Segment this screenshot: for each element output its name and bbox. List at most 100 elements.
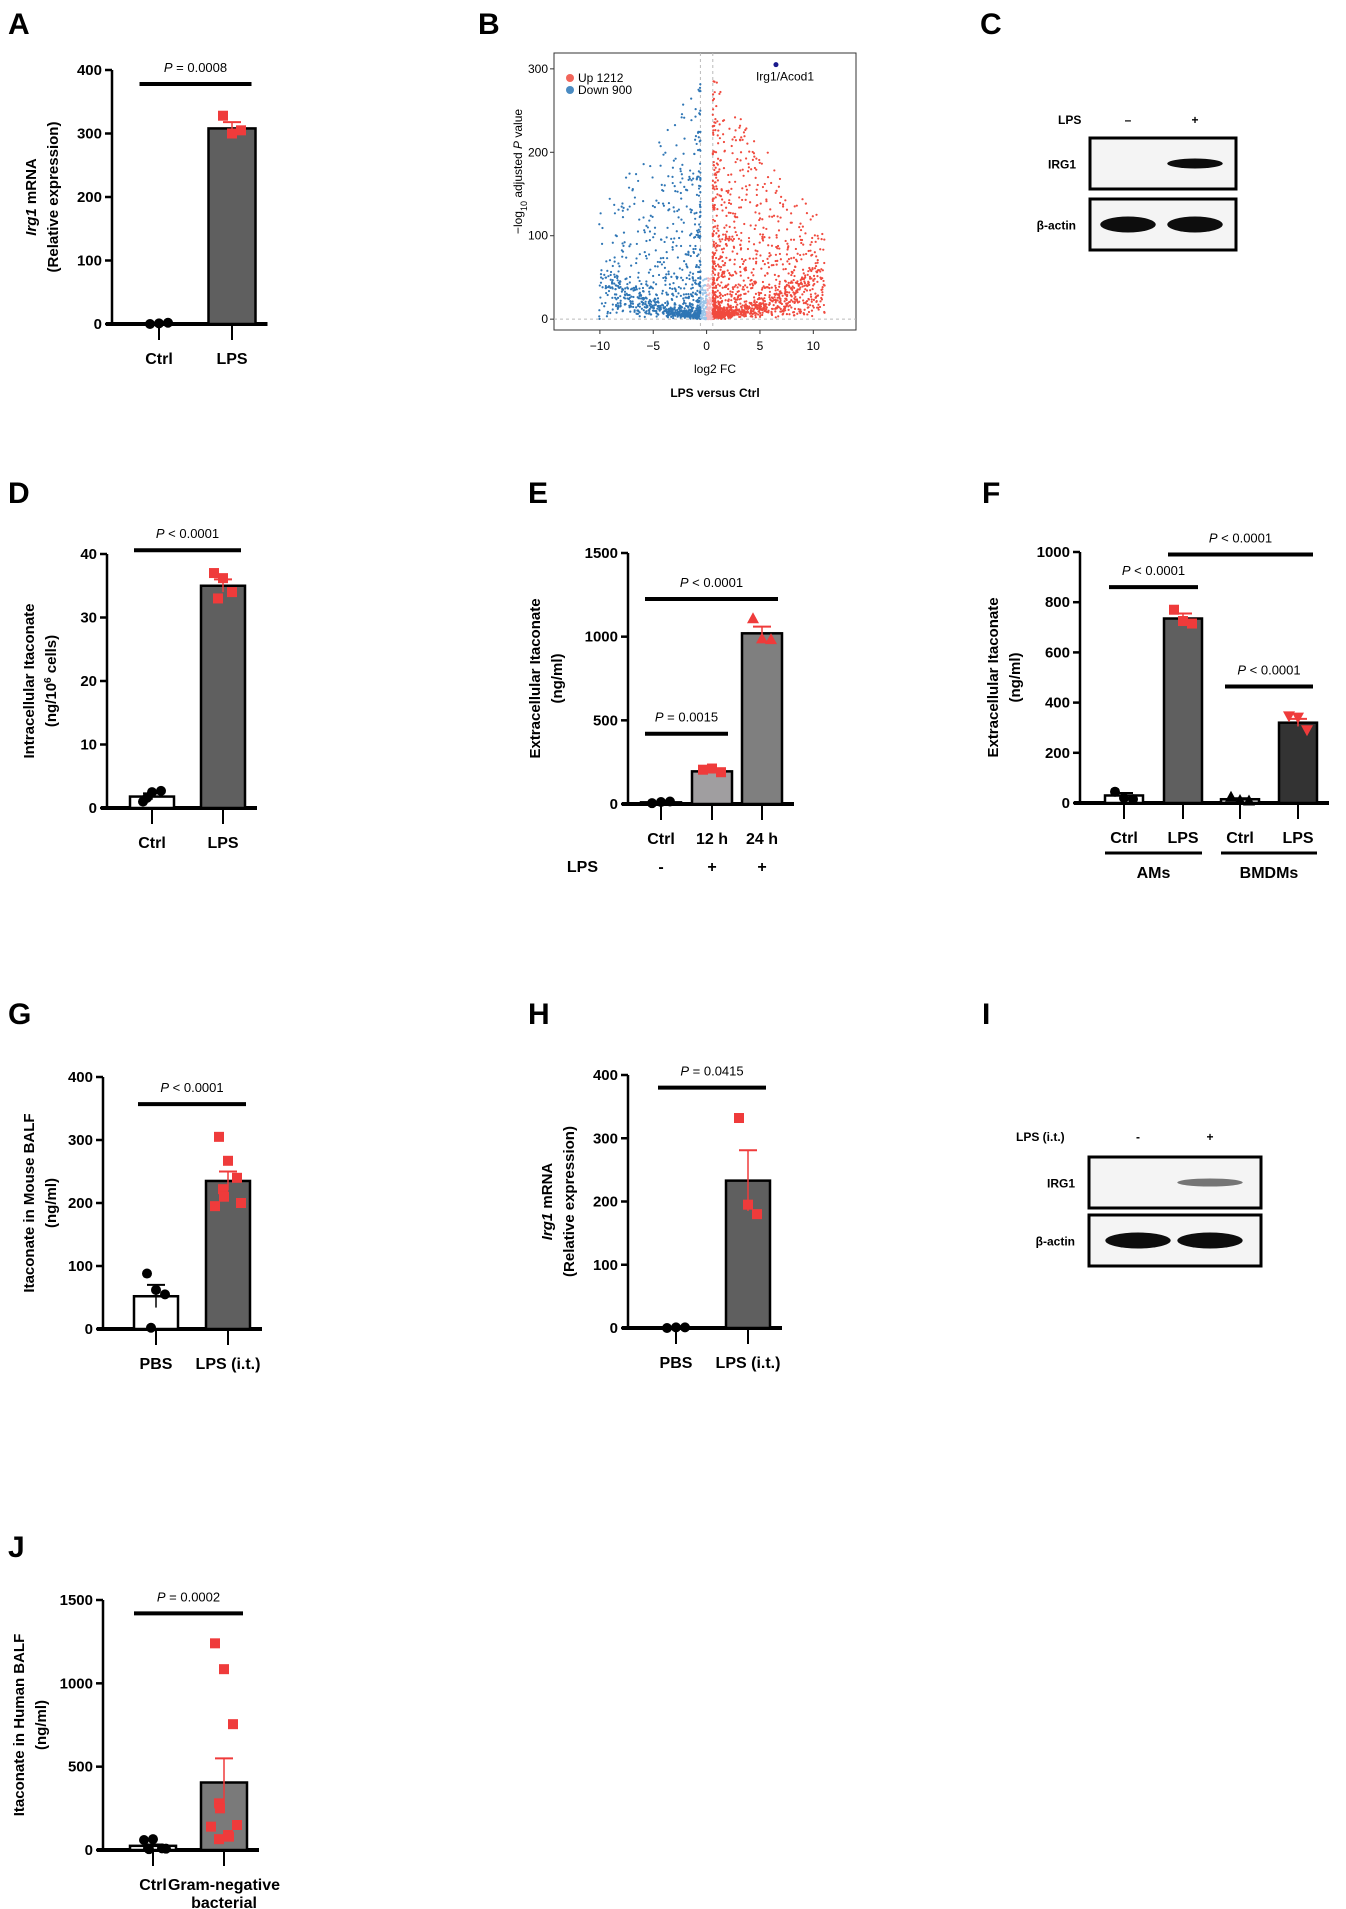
volcano-point <box>654 303 657 306</box>
volcano-point <box>717 235 720 238</box>
volcano-point <box>809 304 812 307</box>
volcano-point <box>769 254 772 257</box>
volcano-point <box>770 264 773 267</box>
volcano-point <box>653 206 656 209</box>
volcano-point <box>731 315 734 318</box>
volcano-point <box>763 297 766 300</box>
data-point <box>228 1719 238 1730</box>
volcano-point <box>765 306 768 309</box>
volcano-point <box>740 306 743 309</box>
volcano-point <box>741 138 744 141</box>
y-tick-label: 0 <box>1062 795 1070 812</box>
volcano-point <box>739 313 742 316</box>
volcano-point <box>665 308 668 311</box>
data-point <box>210 1201 220 1212</box>
volcano-point <box>816 294 819 297</box>
volcano-point <box>727 239 730 242</box>
volcano-point <box>799 253 802 257</box>
volcano-point <box>775 263 778 266</box>
volcano-point <box>779 310 782 313</box>
volcano-point <box>739 139 742 142</box>
volcano-point <box>714 128 717 132</box>
volcano-point <box>638 218 641 221</box>
volcano-point <box>810 298 813 301</box>
volcano-point <box>747 311 750 314</box>
volcano-point <box>613 256 616 259</box>
volcano-point <box>669 310 673 313</box>
volcano-point <box>608 259 612 262</box>
x-tick-label: Ctrl <box>138 835 166 852</box>
volcano-point <box>698 266 701 269</box>
volcano-point <box>712 164 715 167</box>
volcano-point <box>627 186 631 189</box>
volcano-point <box>713 173 716 176</box>
volcano-point <box>621 216 625 219</box>
volcano-point <box>823 261 826 265</box>
volcano-point <box>810 277 813 280</box>
volcano-point <box>699 191 702 194</box>
volcano-point <box>628 172 631 175</box>
volcano-point <box>699 211 702 214</box>
volcano-point <box>754 314 757 317</box>
volcano-point <box>713 91 716 94</box>
x-tick-label: LPS (i.t.) <box>196 1356 261 1373</box>
volcano-point <box>722 272 726 275</box>
volcano-point <box>657 301 660 304</box>
p-symbol: P <box>680 575 689 590</box>
volcano-point <box>721 198 724 201</box>
volcano-point <box>680 113 684 116</box>
y-axis-label-part: Itaconate in Human BALF <box>11 1634 28 1817</box>
y-axis-label: Extracellular Itaconate <box>985 597 1002 757</box>
volcano-point <box>692 247 695 251</box>
volcano-point <box>724 299 727 302</box>
volcano-point <box>641 286 645 290</box>
volcano-point <box>712 240 715 243</box>
data-point <box>680 1322 690 1333</box>
volcano-point <box>624 297 627 300</box>
volcano-point <box>679 287 682 290</box>
volcano-point <box>633 196 637 199</box>
volcano-point <box>716 179 719 182</box>
panel-label: D <box>8 477 30 510</box>
y-axis-label-part: (ng/ml) <box>1007 653 1024 703</box>
y-tick-label: 300 <box>593 1130 618 1147</box>
volcano-point <box>756 250 759 253</box>
volcano-point <box>632 286 636 289</box>
volcano-point <box>690 97 693 100</box>
volcano-point <box>619 299 622 302</box>
volcano-point <box>779 258 782 261</box>
volcano-point <box>741 304 744 307</box>
volcano-point <box>776 215 779 218</box>
volcano-point <box>715 214 718 217</box>
volcano-point <box>633 202 636 205</box>
bar <box>207 127 257 326</box>
volcano-point <box>688 274 691 277</box>
volcano-point <box>799 238 802 241</box>
y-axis-label-part: Intracellular Itaconate <box>21 603 38 758</box>
volcano-point <box>604 276 607 279</box>
volcano-point <box>767 261 770 264</box>
y-axis-label-part: cells) <box>43 635 60 678</box>
volcano-point <box>778 247 781 250</box>
volcano-point <box>709 311 712 314</box>
volcano-point <box>736 296 739 299</box>
volcano-point <box>671 175 674 178</box>
volcano-point <box>808 275 812 278</box>
volcano-point <box>694 265 698 269</box>
volcano-point <box>713 260 716 263</box>
volcano-point <box>696 231 700 234</box>
volcano-point <box>714 196 717 199</box>
volcano-point <box>684 296 687 299</box>
volcano-point <box>767 303 771 306</box>
volcano-point <box>649 268 652 271</box>
volcano-point <box>714 296 717 300</box>
volcano-point <box>638 291 642 294</box>
volcano-point <box>764 293 767 297</box>
volcano-point <box>718 291 721 294</box>
volcano-point <box>738 126 741 129</box>
volcano-point <box>683 287 686 290</box>
volcano-point <box>626 208 629 211</box>
volcano-point <box>616 306 620 309</box>
volcano-point <box>617 286 620 289</box>
